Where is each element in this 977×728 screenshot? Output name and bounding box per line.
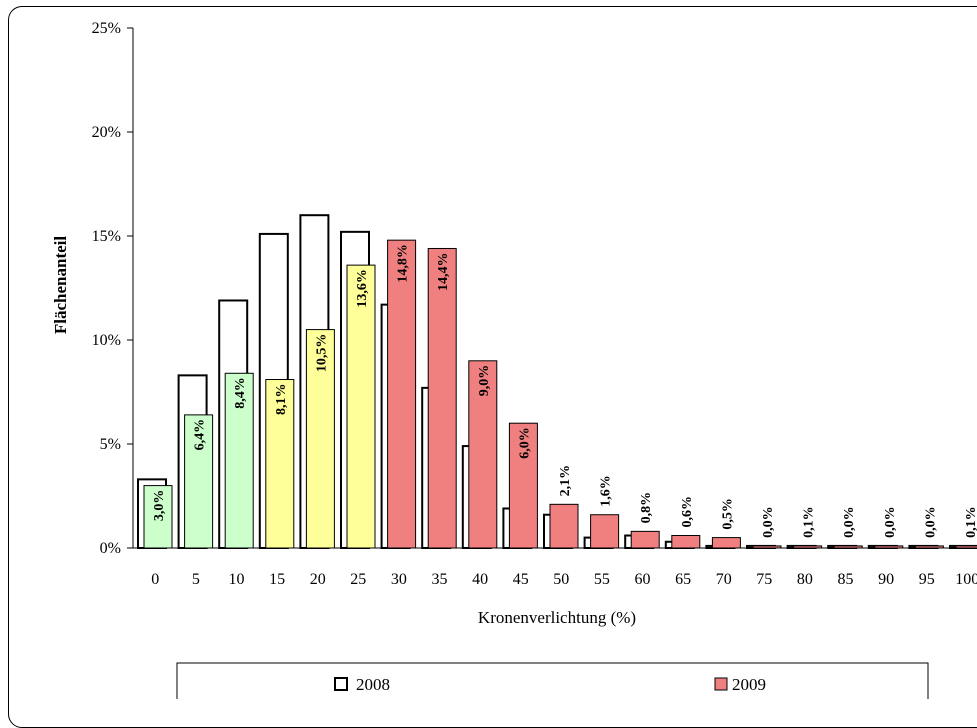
x-tick-label: 95 <box>919 571 935 588</box>
x-tick-label: 5 <box>192 571 200 588</box>
data-label-2009: 14,4% <box>436 252 451 290</box>
data-label-2009: 2,1% <box>558 465 573 497</box>
x-tick-label: 15 <box>269 571 285 588</box>
x-tick-label: 70 <box>716 571 732 588</box>
bar-2009 <box>224 372 254 549</box>
x-tick-label: 50 <box>553 571 569 588</box>
data-label-2009: 13,6% <box>355 269 370 308</box>
bar-2009 <box>508 422 538 549</box>
y-tick-label: 25% <box>92 20 121 37</box>
bar-2009 <box>711 537 741 549</box>
legend-label-2009: 2009 <box>732 675 766 694</box>
data-label-2009: 0,5% <box>720 498 735 530</box>
bar-2009 <box>874 545 904 549</box>
bar-2009 <box>671 535 701 549</box>
bars <box>137 214 977 550</box>
x-tick-label: 100 <box>955 571 977 588</box>
data-label-2009: 0,6% <box>680 496 695 528</box>
data-label-2009: 0,0% <box>923 506 938 538</box>
bar-2009 <box>184 414 214 549</box>
data-label-2009: 0,0% <box>883 506 898 538</box>
x-tick-label: 60 <box>635 571 651 588</box>
x-tick-label: 65 <box>675 571 691 588</box>
legend-box <box>176 662 929 699</box>
x-tick-label: 40 <box>472 571 488 588</box>
bar-2009 <box>590 514 620 549</box>
x-tick-label: 45 <box>513 571 529 588</box>
y-tick-label: 20% <box>92 124 121 141</box>
x-tick-label: 75 <box>756 571 772 588</box>
x-tick-label: 10 <box>229 571 245 588</box>
data-label-2009: 9,0% <box>477 365 492 397</box>
x-tick-label: 55 <box>594 571 610 588</box>
bar-2009 <box>955 545 977 549</box>
bar-2009 <box>468 360 498 549</box>
bar-2009 <box>914 545 944 549</box>
x-tick-label: 85 <box>838 571 854 588</box>
y-tick-label: 0% <box>100 540 121 557</box>
legend-swatch-2009 <box>714 677 728 691</box>
data-label-2009: 0,0% <box>761 506 776 538</box>
x-tick-label: 35 <box>432 571 448 588</box>
data-label-2009: 0,0% <box>842 506 857 538</box>
y-tick-label: 5% <box>100 436 121 453</box>
data-label-2009: 10,5% <box>314 334 329 373</box>
x-tick-label: 0 <box>151 571 159 588</box>
data-label-2009: 6,4% <box>193 419 208 451</box>
y-tick-label: 15% <box>92 228 121 245</box>
data-label-2009: 3,0% <box>152 490 167 521</box>
legend: 2008 2009 <box>176 662 929 699</box>
data-labels: 3,0% 6,4% 8,4% 8,1% 10,5% 13,6% 14,8% 14,4% 9,0%… <box>152 244 977 538</box>
bar-2009 <box>793 545 823 549</box>
legend-swatch-2008 <box>334 677 348 691</box>
data-label-2009: 0,1% <box>802 506 817 538</box>
data-label-2009: 14,8% <box>396 244 411 283</box>
bar-2009 <box>427 247 457 549</box>
data-label-2009: 0,8% <box>639 492 654 524</box>
bar-2009 <box>630 530 660 549</box>
data-label-2009: 8,1% <box>274 384 289 416</box>
legend-label-2008: 2008 <box>356 675 390 694</box>
x-tick-label: 20 <box>310 571 326 588</box>
x-tick-label: 25 <box>350 571 366 588</box>
bar-2009 <box>752 545 782 549</box>
bar-2009 <box>346 264 376 549</box>
bar-2009 <box>833 545 863 549</box>
data-label-2009: 1,6% <box>599 475 614 507</box>
bar-2009 <box>305 329 335 549</box>
bar-2009 <box>265 379 295 549</box>
x-tick-label: 30 <box>391 571 407 588</box>
data-label-2009: 0,1% <box>964 506 977 538</box>
y-tick-label: 10% <box>92 332 121 349</box>
data-label-2009: 6,0% <box>517 427 532 459</box>
data-label-2009: 8,4% <box>233 377 248 409</box>
x-tick-label: 90 <box>878 571 894 588</box>
bar-2009 <box>143 485 173 549</box>
y-axis-label: Flächenanteil <box>51 236 70 334</box>
bar-2009 <box>387 239 417 549</box>
bar-2009 <box>549 503 579 549</box>
x-tick-label: 80 <box>797 571 813 588</box>
x-axis-label: Kronenverlichtung (%) <box>478 608 636 627</box>
bar-chart: 0% 5% 10% 15% 20% 25% 0 5 10 15 20 25 30 35 40 45 50 55 60… <box>51 20 977 699</box>
